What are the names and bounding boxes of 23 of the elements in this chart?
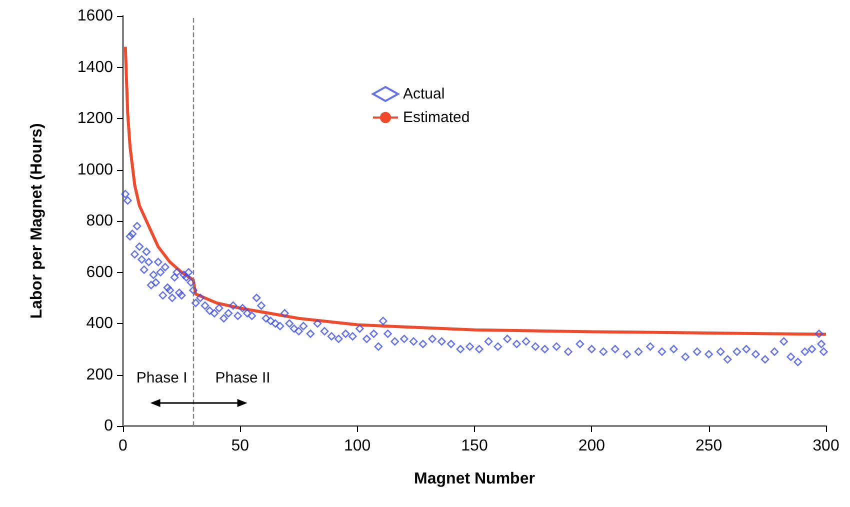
- y-tick-label: 1400: [77, 58, 114, 76]
- y-tick-label: 0: [104, 418, 114, 434]
- y-tick-label: 800: [86, 212, 114, 230]
- legend-label: Estimated: [403, 109, 470, 126]
- x-tick-label: 50: [231, 438, 250, 454]
- y-tick-label: 1600: [77, 8, 114, 24]
- y-tick-label: 1000: [77, 161, 114, 178]
- x-tick-label: 150: [461, 438, 488, 454]
- legend-label: Actual: [403, 86, 445, 102]
- x-tick-label: 250: [695, 438, 722, 454]
- annotation: Phase I: [136, 370, 188, 386]
- y-tick-label: 200: [86, 366, 114, 384]
- x-tick-label: 300: [812, 438, 840, 454]
- line-series: [124, 45, 828, 336]
- x-tick-label: 100: [344, 438, 371, 454]
- annotation: Phase II: [215, 370, 270, 386]
- y-tick-label: 400: [86, 315, 114, 332]
- x-tick-label: 200: [578, 438, 606, 454]
- y-tick-label: 1200: [77, 110, 114, 127]
- x-tick-label: 0: [118, 438, 128, 454]
- y-tick-label: 600: [86, 264, 114, 281]
- y-axis-title: Labor per Magnet (Hours): [28, 123, 46, 319]
- x-axis-title: Magnet Number: [414, 470, 535, 488]
